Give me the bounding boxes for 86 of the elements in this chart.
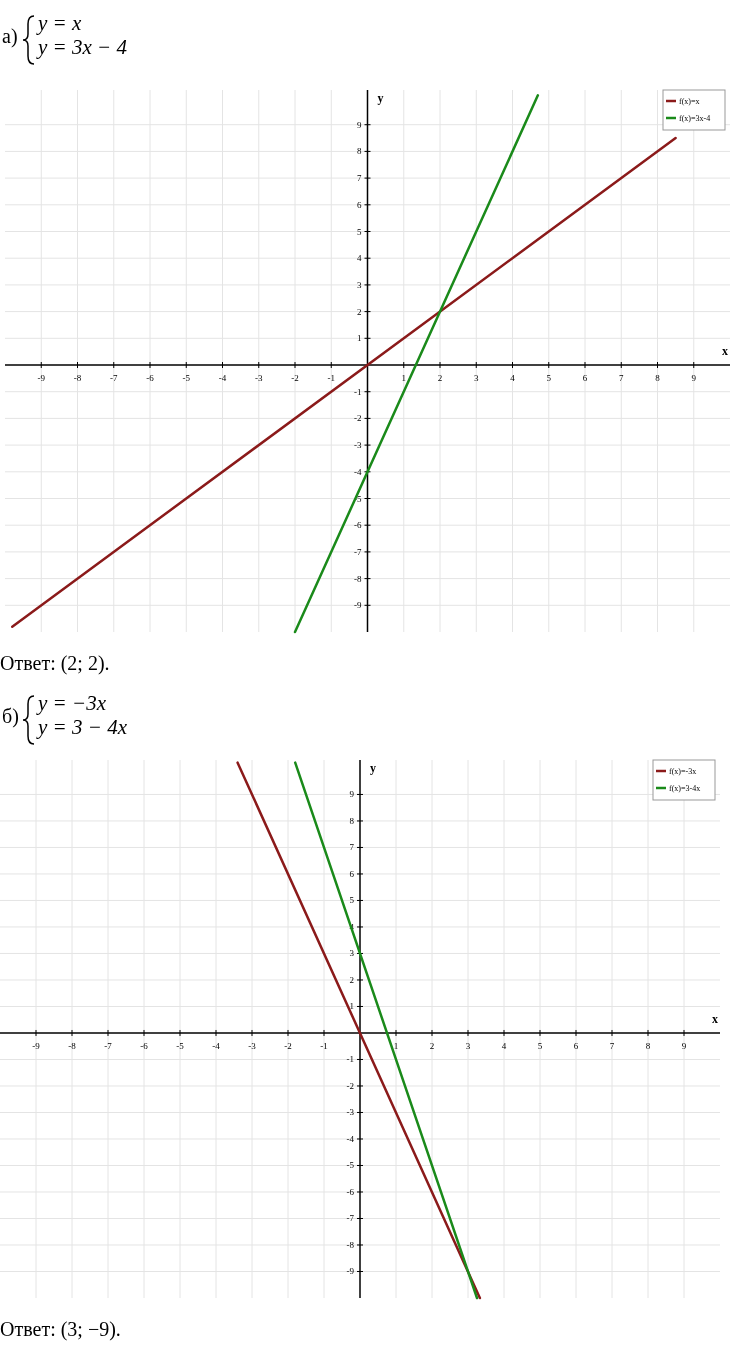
x-tick-label: -4 (218, 373, 227, 383)
y-tick-label: 1 (357, 333, 362, 344)
x-tick-label: -8 (73, 373, 82, 383)
y-tick-label: -6 (346, 1186, 355, 1197)
y-tick-label: -9 (346, 1266, 355, 1277)
x-tick-label: 4 (501, 1040, 507, 1051)
x-tick-label: 4 (510, 373, 516, 383)
y-tick-label: 3 (357, 279, 362, 290)
x-tick-label: -7 (110, 373, 118, 383)
x-tick-label: -1 (320, 1040, 328, 1051)
x-tick-label: 7 (619, 373, 624, 383)
y-tick-label: 6 (357, 199, 362, 210)
y-tick-label: 6 (349, 868, 355, 879)
legend-label: f(x)=3-4x (669, 784, 701, 793)
x-tick-label: -7 (104, 1040, 113, 1051)
y-tick-label: 8 (357, 146, 362, 157)
x-tick-label: -4 (212, 1040, 221, 1051)
text: Ответ: (3; −9). (0, 1318, 121, 1341)
y-tick-label: -2 (346, 1080, 354, 1091)
x-tick-label: 9 (681, 1040, 687, 1051)
x-tick-label: 3 (465, 1040, 471, 1051)
y-tick-label: 7 (357, 173, 362, 184)
y-tick-label: 1 (349, 1001, 354, 1012)
y-tick-label: -1 (346, 1054, 354, 1065)
x-tick-label: -9 (32, 1040, 41, 1051)
y-tick-label: -8 (346, 1240, 355, 1250)
text: Ответ: (2; 2). (0, 652, 110, 675)
text: y = x (36, 11, 82, 35)
text: y = 3 − 4x (36, 715, 128, 739)
y-tick-label: 5 (357, 226, 362, 237)
chart-title: а) (2, 25, 18, 48)
text: y = 3x − 4 (36, 35, 128, 59)
x-tick-label: -5 (182, 373, 191, 383)
x-tick-label: 8 (655, 373, 661, 383)
x-tick-label: 2 (429, 1040, 435, 1051)
chart-title: б) (2, 705, 19, 728)
y-tick-label: -5 (346, 1160, 355, 1171)
y-tick-label: 9 (357, 119, 362, 130)
x-tick-label: -5 (176, 1040, 185, 1051)
x-tick-label: 1 (393, 1040, 399, 1051)
x-tick-label: -2 (284, 1040, 292, 1051)
y-tick-label: 2 (349, 974, 354, 985)
y-tick-label: 9 (349, 789, 355, 800)
legend-label: f(x)=x (679, 97, 700, 106)
x-tick-label: 9 (691, 373, 697, 383)
x-tick-label: 8 (645, 1040, 651, 1051)
x-tick-label: -1 (327, 373, 335, 383)
y-tick-label: -9 (354, 600, 362, 611)
y-tick-label: 5 (349, 895, 355, 906)
y-tick-label: -4 (346, 1133, 355, 1144)
y-tick-label: -1 (354, 386, 362, 397)
x-tick-label: -8 (68, 1040, 77, 1051)
x-tick-label: 6 (582, 373, 588, 383)
legend-label: f(x)=3x-4 (679, 114, 711, 123)
x-tick-label: -3 (255, 373, 263, 383)
y-tick-label: -2 (354, 413, 362, 424)
y-axis-title: y (377, 91, 384, 105)
y-tick-label: -3 (354, 440, 362, 451)
y-tick-label: 4 (357, 253, 362, 264)
y-tick-label: -8 (354, 573, 362, 584)
y-tick-label: 3 (349, 948, 355, 959)
y-tick-label: 7 (349, 842, 355, 853)
x-tick-label: -9 (37, 373, 46, 383)
x-tick-label: 3 (474, 373, 479, 383)
y-tick-label: -7 (346, 1213, 355, 1224)
x-axis-title: x (712, 1011, 718, 1026)
x-tick-label: -6 (140, 1040, 149, 1051)
y-tick-label: 8 (349, 815, 355, 826)
y-tick-label: -6 (354, 520, 362, 531)
y-tick-label: -3 (346, 1107, 355, 1118)
y-tick-label: -7 (354, 546, 362, 557)
x-tick-label: 6 (573, 1040, 579, 1051)
x-tick-label: 2 (437, 373, 443, 383)
x-tick-label: -2 (291, 373, 299, 383)
x-tick-label: -6 (146, 373, 155, 383)
x-tick-label: 1 (401, 373, 406, 383)
x-axis-title: x (722, 344, 728, 358)
x-tick-label: 7 (609, 1040, 615, 1051)
legend-label: f(x)=-3x (669, 767, 697, 776)
x-tick-label: 5 (546, 373, 552, 383)
x-tick-label: -3 (248, 1040, 257, 1051)
x-tick-label: 5 (537, 1040, 543, 1051)
y-axis-title: y (370, 761, 376, 775)
y-tick-label: -4 (354, 466, 362, 477)
text: y = −3x (36, 691, 107, 715)
y-tick-label: 2 (357, 306, 362, 317)
